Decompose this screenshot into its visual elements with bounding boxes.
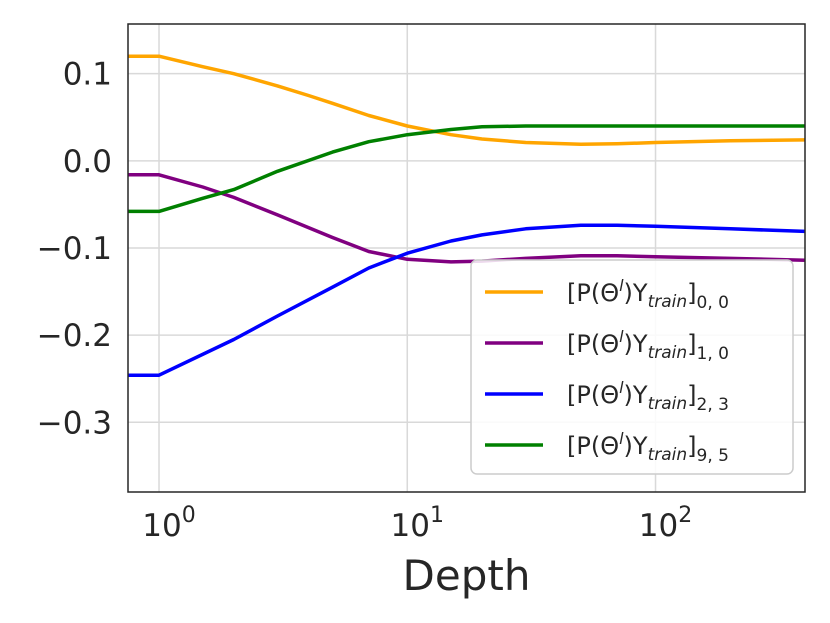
y-tick-label-4: −0.3 (37, 405, 112, 441)
series-line-3 (128, 124, 805, 214)
legend-label-2: [P(Θl)Ytrain]2, 3 (567, 378, 729, 415)
x-tick-labels: 100 101 102 (142, 503, 692, 544)
y-tick-label-0: 0.1 (63, 57, 112, 93)
legend-label-1: [P(Θl)Ytrain]1, 0 (567, 327, 729, 364)
series-line-1 (128, 173, 806, 264)
x-tick-label-1: 101 (391, 503, 444, 544)
y-tick-label-1: 0.0 (63, 144, 112, 180)
x-axis-label: Depth (403, 551, 531, 600)
legend: [P(Θl)Ytrain]0, 0 [P(Θl)Ytrain]1, 0 [P(Θl)… (470, 259, 794, 475)
legend-label-0: [P(Θl)Ytrain]0, 0 (567, 276, 729, 313)
legend-label-3: [P(Θl)Ytrain]9, 5 (567, 429, 729, 466)
x-tick-label-2: 102 (639, 503, 692, 544)
plot-frame (127, 23, 806, 493)
legend-box (470, 259, 794, 475)
series-line-0 (128, 54, 806, 147)
y-tick-label-3: −0.2 (37, 318, 112, 354)
y-tick-label-2: −0.1 (37, 231, 112, 267)
series-lines (128, 54, 806, 377)
series-line-2 (128, 223, 806, 377)
x-tick-label-0: 100 (142, 503, 195, 544)
y-tick-labels: 0.1 0.0 −0.1 −0.2 −0.3 (37, 57, 112, 442)
